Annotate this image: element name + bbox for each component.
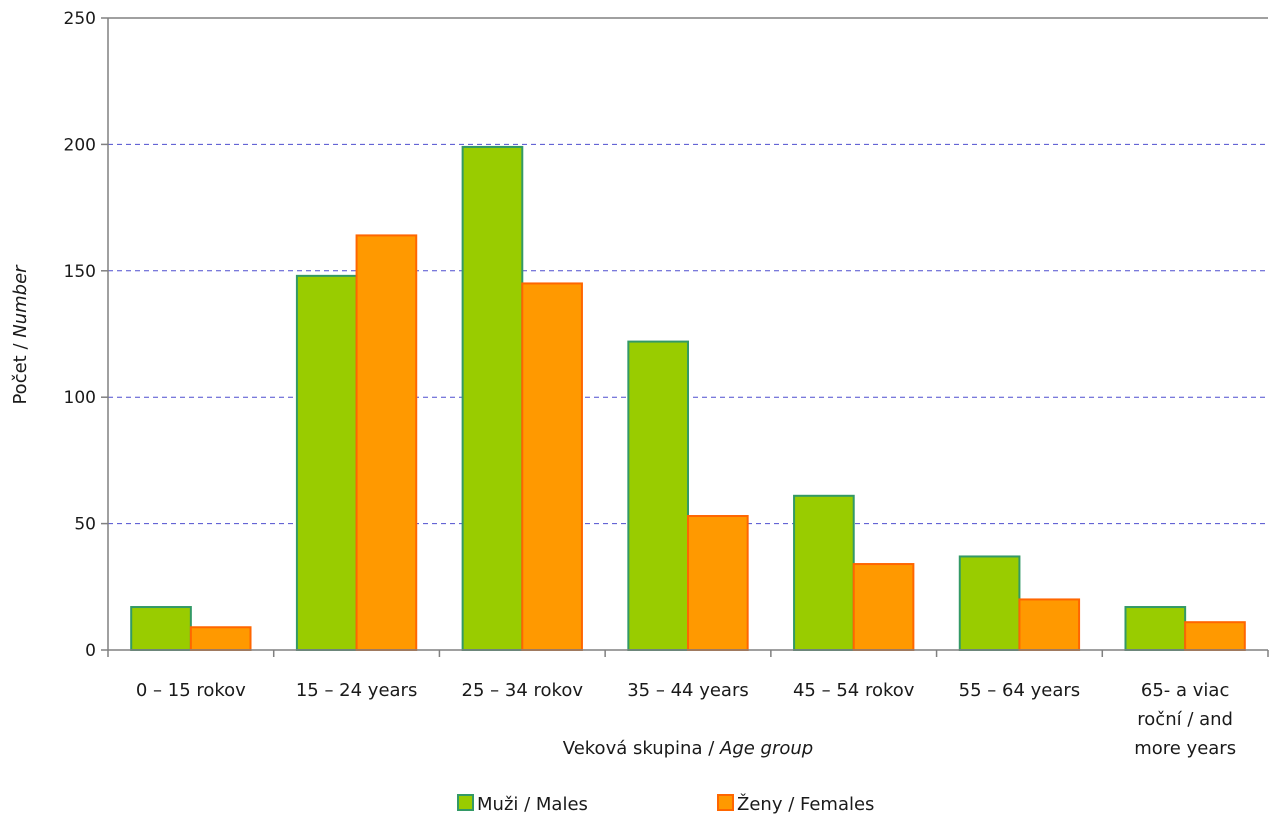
legend-swatch-males (457, 794, 474, 811)
legend: Muži / Males Ženy / Females (457, 793, 874, 815)
x-category-label: 25 – 34 rokov (462, 680, 584, 701)
bar-males-4 (793, 494, 855, 651)
x-axis-title-main: Veková skupina / (563, 738, 720, 759)
x-category-label-line: 55 – 64 years (959, 680, 1081, 701)
bar-females-6 (1184, 621, 1246, 652)
bar-females-0 (189, 626, 252, 651)
x-category-label: 55 – 64 years (959, 680, 1081, 701)
bar-females-1 (355, 234, 418, 652)
legend-swatch-females (717, 794, 734, 811)
y-tick-label: 0 (85, 641, 96, 661)
bar-males-2 (461, 145, 524, 651)
x-category-label: 45 – 54 rokov (793, 680, 915, 701)
bar-females-3 (687, 515, 749, 651)
x-axis-title-italic: Age group (719, 738, 813, 759)
bar-males-5 (958, 555, 1021, 651)
y-tick-label: 150 (64, 262, 96, 282)
legend-label-males: Muži / Males (477, 794, 588, 815)
axes (107, 17, 1268, 651)
x-category-label: 35 – 44 years (627, 680, 749, 701)
bar-females-4 (852, 563, 915, 651)
y-tick-label: 100 (64, 388, 96, 408)
x-category-label-line: more years (1134, 738, 1236, 759)
x-category-label-line: 35 – 44 years (627, 680, 749, 701)
x-axis-categories: 0 – 15 rokov 15 – 24 years 25 – 34 rokov 35… (107, 650, 1269, 759)
x-category-label-line: 25 – 34 rokov (462, 680, 584, 701)
x-category-label: 65- a viac roční / and more years (1134, 680, 1236, 759)
bar-males-3 (627, 340, 689, 651)
y-axis-title-main: Počet / (10, 338, 31, 405)
x-category-label-line: 45 – 54 rokov (793, 680, 915, 701)
x-category-label-line: 65- a viac (1141, 680, 1229, 701)
y-tick-label: 50 (74, 515, 96, 535)
y-tick-label: 200 (64, 135, 96, 155)
x-axis-title: Veková skupina / Age group (563, 738, 813, 759)
bar-females-2 (521, 282, 583, 651)
bar-males-6 (1124, 606, 1187, 651)
bar-males-0 (130, 606, 192, 651)
x-category-label-line: 0 – 15 rokov (136, 680, 246, 701)
bars (130, 145, 1246, 652)
x-category-label: 0 – 15 rokov (136, 680, 246, 701)
y-axis-ticks: 0 50 100 150 200 250 (64, 9, 108, 661)
y-tick-label: 250 (64, 9, 96, 29)
bar-males-1 (295, 274, 358, 651)
x-category-label-line: 15 – 24 years (296, 680, 418, 701)
bar-females-5 (1018, 598, 1081, 652)
x-category-label-line: roční / and (1137, 709, 1233, 730)
x-category-label: 15 – 24 years (296, 680, 418, 701)
y-axis-title: Počet / Number (10, 264, 31, 405)
legend-label-females: Ženy / Females (737, 793, 874, 815)
y-axis-title-italic: Number (10, 264, 31, 338)
